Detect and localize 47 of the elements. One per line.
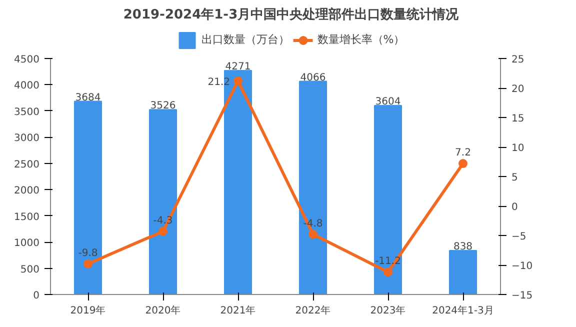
data-label: 4271 <box>225 62 251 73</box>
x-tick-label: 2023年 <box>370 304 406 316</box>
y-tick-label: 3000 <box>14 133 40 144</box>
point <box>384 268 392 277</box>
data-label: 4066 <box>300 72 326 84</box>
legend-label: 数量增长率（%） <box>317 32 405 47</box>
y-tick-label: 3500 <box>14 106 40 118</box>
data-label: 838 <box>453 242 473 253</box>
y2-tick-label: −15 <box>512 290 533 302</box>
y2-tick-label: 0 <box>512 202 518 213</box>
bar <box>374 104 402 294</box>
point <box>458 159 468 168</box>
y-tick-label: 4000 <box>14 80 40 92</box>
x-tick-label: 2024年1-3月 <box>432 304 494 316</box>
data-label: -9.8 <box>78 248 98 259</box>
y2-tick-label: −10 <box>512 261 533 272</box>
y2-tick-label: −5 <box>512 232 526 242</box>
chart-title: 2019-2024年1-3月中国中央处理部件出口数量统计情况 <box>123 6 460 22</box>
bar <box>449 250 477 294</box>
bar <box>74 100 102 294</box>
bar <box>299 80 327 294</box>
y2-tick-label: 10 <box>512 143 524 154</box>
y-tick-label: 500 <box>20 264 40 276</box>
x-tick-label: 2021年 <box>220 304 256 316</box>
data-label: 3604 <box>375 96 401 108</box>
point <box>308 230 318 239</box>
point <box>234 76 242 86</box>
y2-tick-label: 25 <box>512 54 524 66</box>
x-tick-label: 2019年 <box>70 304 106 316</box>
point <box>84 259 92 268</box>
y-tick-label: 0 <box>33 290 40 302</box>
y-tick-label: 1000 <box>14 238 40 250</box>
y-tick-label: 2000 <box>14 186 40 197</box>
data-label: 3526 <box>150 100 176 112</box>
y2-tick-label: 20 <box>512 84 524 95</box>
y2-tick-label: 15 <box>512 114 524 124</box>
y-tick-label: 4500 <box>14 54 40 66</box>
y2-tick-label: 5 <box>512 172 518 184</box>
data-label: 7.2 <box>455 148 471 159</box>
legend-label: 出口数量（万台） <box>201 32 290 47</box>
data-label: 3684 <box>75 92 101 104</box>
point <box>158 226 168 236</box>
x-tick-label: 2020年 <box>145 304 181 316</box>
x-tick-label: 2022年 <box>295 304 331 316</box>
bar <box>149 109 177 294</box>
y-tick-label: 1500 <box>14 212 40 223</box>
y-tick-label: 2500 <box>14 159 40 170</box>
